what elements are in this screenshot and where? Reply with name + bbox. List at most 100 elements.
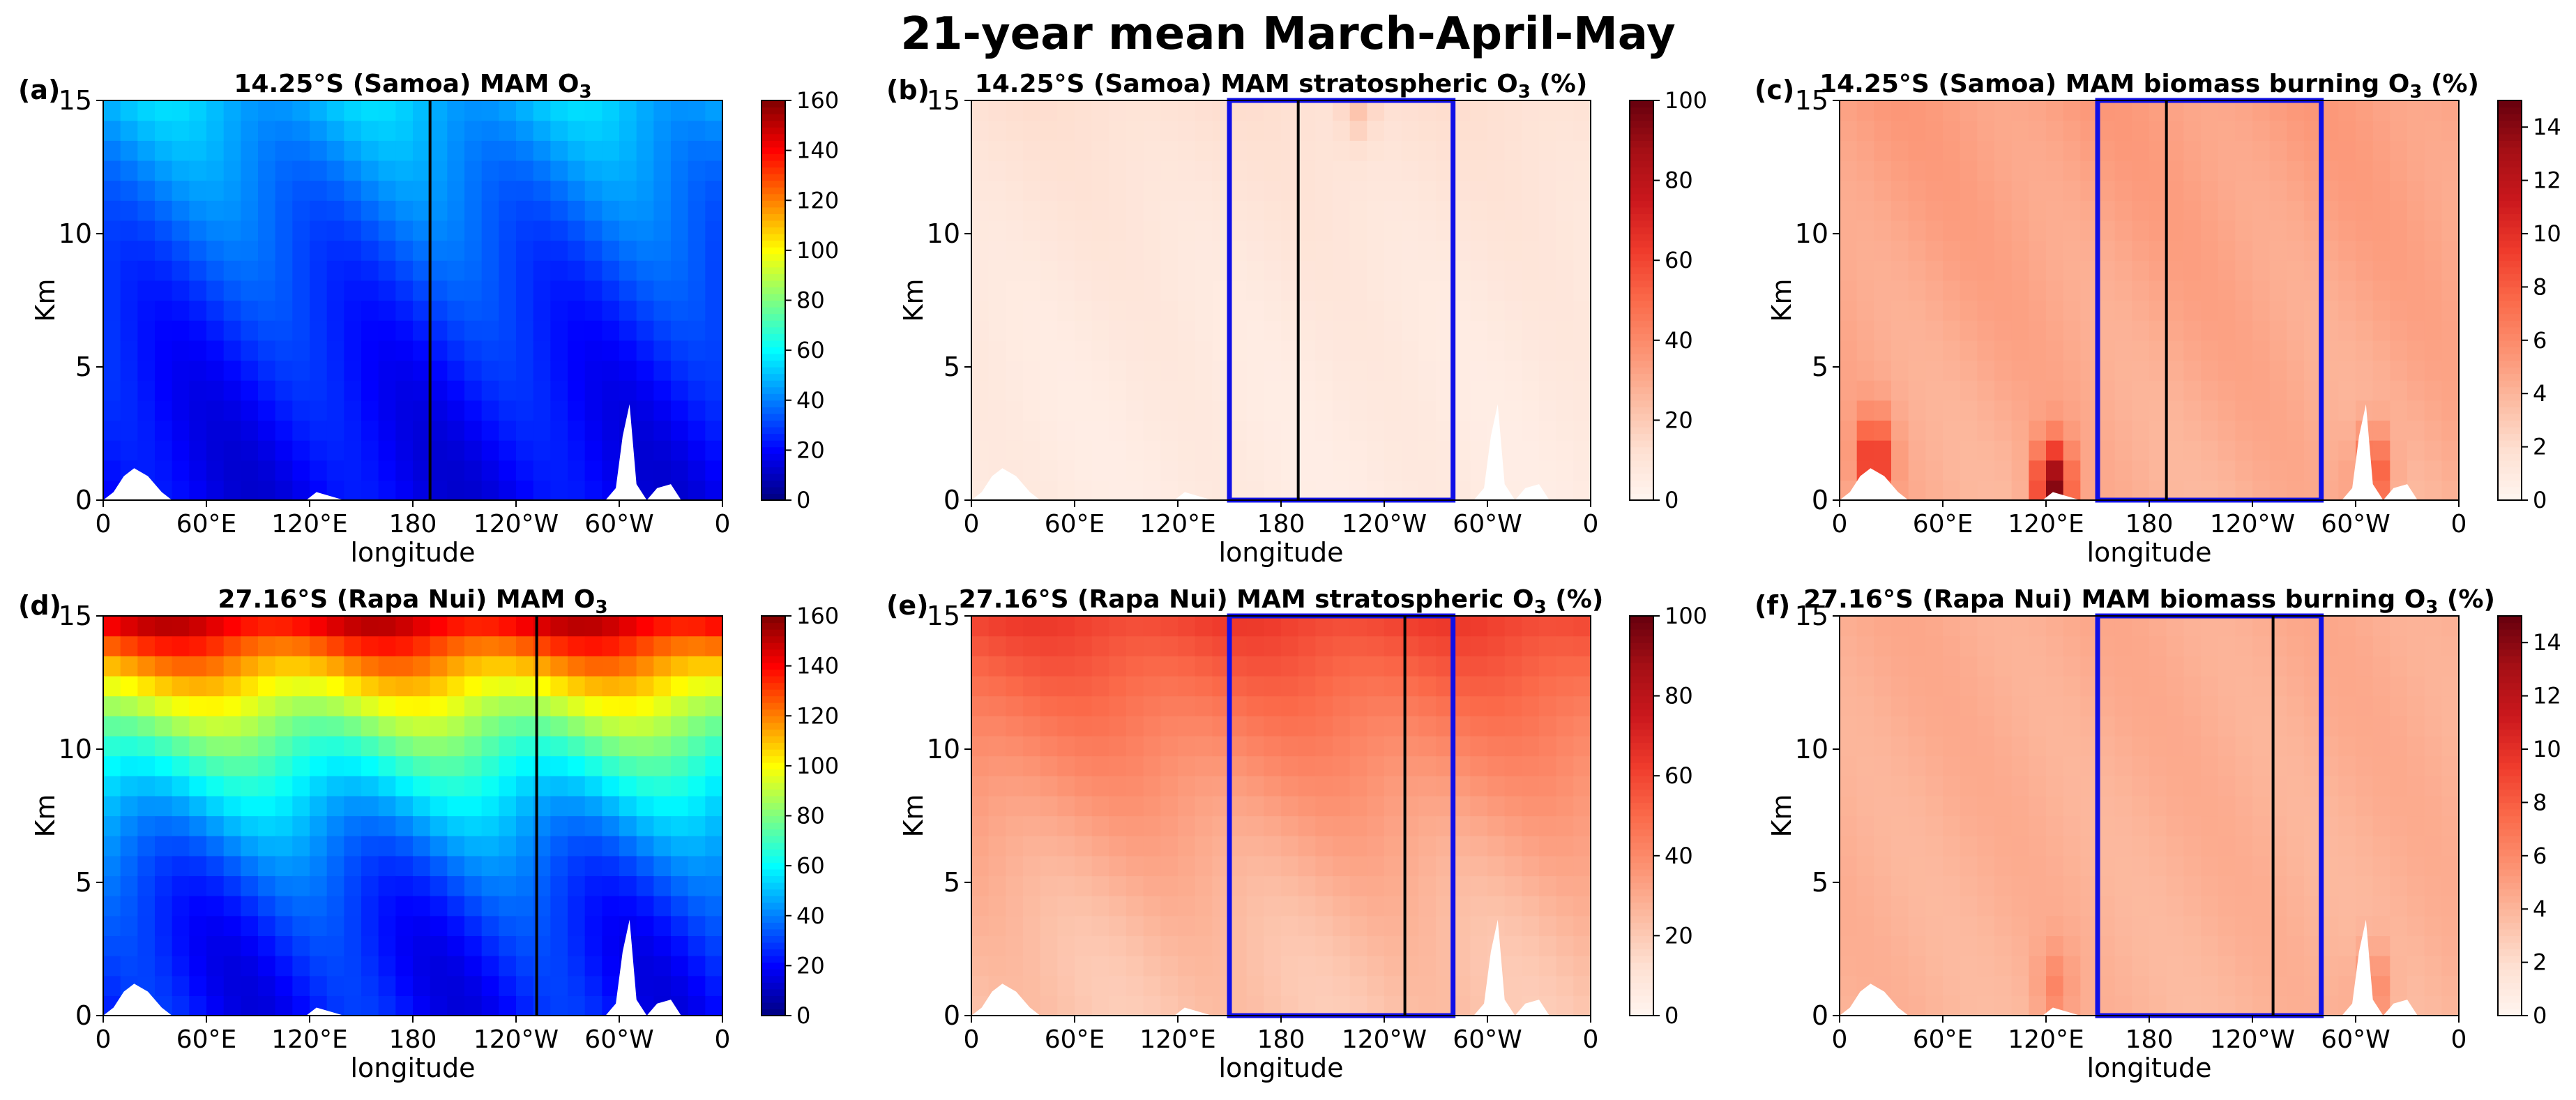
heatmap-cell (2098, 120, 2116, 141)
heatmap-cell (2252, 776, 2271, 797)
heatmap-cell (1298, 340, 1316, 361)
heatmap-cell (1573, 836, 1591, 857)
heatmap-cell (1178, 735, 1196, 757)
heatmap-cell (1160, 776, 1179, 797)
heatmap-cell (499, 855, 517, 877)
heatmap-cell (430, 656, 448, 677)
heatmap-cell (481, 160, 499, 181)
heatmap-cell (1522, 440, 1540, 461)
y-tick-label: 5 (944, 867, 960, 898)
heatmap-cell (671, 935, 689, 956)
heatmap-cell (1126, 220, 1144, 241)
heatmap-cell (568, 100, 586, 121)
heatmap-cell (1556, 320, 1574, 341)
heatmap-cell (172, 200, 190, 221)
heatmap-cell (568, 460, 586, 481)
heatmap-cell (241, 180, 259, 201)
heatmap-cell (2114, 400, 2132, 421)
heatmap-cell (2424, 240, 2442, 261)
heatmap-cell (172, 360, 190, 381)
heatmap-cell (1281, 975, 1299, 996)
colorbar-tick-label: 40 (796, 387, 825, 414)
heatmap-cell (2390, 695, 2408, 716)
heatmap-cell (1195, 460, 1213, 481)
heatmap-cell (2080, 855, 2098, 877)
heatmap-cell (1384, 956, 1402, 977)
heatmap-cell (2029, 896, 2047, 917)
heatmap-cell (430, 220, 448, 241)
heatmap-cell (1891, 380, 1909, 401)
heatmap-cell (2287, 995, 2305, 1016)
heatmap-cell (292, 180, 310, 201)
colorbar-segment (1630, 433, 1653, 441)
heatmap-cell (1908, 340, 1926, 361)
heatmap-cell (1281, 635, 1299, 656)
heatmap-cell (1315, 260, 1333, 281)
heatmap-cell (602, 815, 620, 836)
heatmap-cell (137, 440, 156, 461)
heatmap-cell (1212, 420, 1230, 441)
heatmap-cell (2304, 320, 2322, 341)
heatmap-cell (636, 875, 654, 896)
heatmap-cell (206, 240, 225, 261)
heatmap-cell (2183, 975, 2202, 996)
heatmap-cell (516, 616, 534, 637)
heatmap-cell (1522, 100, 1540, 121)
heatmap-cell (688, 695, 706, 716)
heatmap-cell (1367, 340, 1385, 361)
heatmap-cell (1333, 635, 1351, 656)
heatmap-cell (1573, 480, 1591, 501)
heatmap-cell (395, 656, 414, 677)
heatmap-cell (223, 616, 241, 637)
heatmap-cell (2132, 635, 2150, 656)
heatmap-cell (361, 280, 379, 301)
heatmap-cell (1246, 180, 1264, 201)
heatmap-cell (430, 100, 448, 121)
heatmap-cell (971, 616, 990, 637)
heatmap-cell (2390, 320, 2408, 341)
heatmap-cell (1109, 260, 1127, 281)
heatmap-cell (2063, 440, 2081, 461)
heatmap-cell (1891, 220, 1909, 241)
heatmap-cell (344, 260, 362, 281)
heatmap-cell (2011, 200, 2029, 221)
heatmap-cell (464, 656, 483, 677)
heatmap-cell (344, 616, 362, 637)
heatmap-cell (1246, 616, 1264, 637)
heatmap-cell (1143, 240, 1161, 261)
heatmap-cell (1281, 120, 1299, 141)
heatmap-cell (447, 420, 465, 441)
heatmap-cell (2029, 695, 2047, 716)
heatmap-cell (189, 480, 207, 501)
heatmap-cell (2441, 975, 2460, 996)
heatmap-cell (310, 896, 328, 917)
heatmap-cell (258, 220, 276, 241)
heatmap-cell (189, 440, 207, 461)
heatmap-cell (1943, 180, 1961, 201)
heatmap-cell (2269, 280, 2287, 301)
heatmap-cell (1925, 160, 1944, 181)
heatmap-cell (2149, 975, 2167, 996)
heatmap-cell (1195, 380, 1213, 401)
heatmap-cell (2166, 995, 2184, 1016)
heatmap-cell (361, 935, 379, 956)
heatmap-cell (2321, 340, 2339, 361)
y-tick-label: 5 (1812, 352, 1828, 382)
heatmap-cell (2098, 695, 2116, 716)
colorbar-segment (762, 722, 785, 730)
heatmap-cell (1126, 656, 1144, 677)
heatmap-cell (2063, 956, 2081, 977)
heatmap-cell (602, 440, 620, 461)
heatmap-cell (550, 320, 568, 341)
heatmap-cell (1840, 776, 1858, 797)
heatmap-cell (1178, 280, 1196, 301)
heatmap-cell (705, 735, 723, 757)
colorbar-segment (1630, 127, 1653, 135)
heatmap-cell (1075, 815, 1093, 836)
heatmap-cell (413, 875, 431, 896)
heatmap-cell (1994, 635, 2013, 656)
heatmap-cell (2424, 460, 2442, 481)
heatmap-cell (2098, 260, 2116, 281)
heatmap-cell (2011, 460, 2029, 481)
heatmap-cell (1522, 140, 1540, 161)
